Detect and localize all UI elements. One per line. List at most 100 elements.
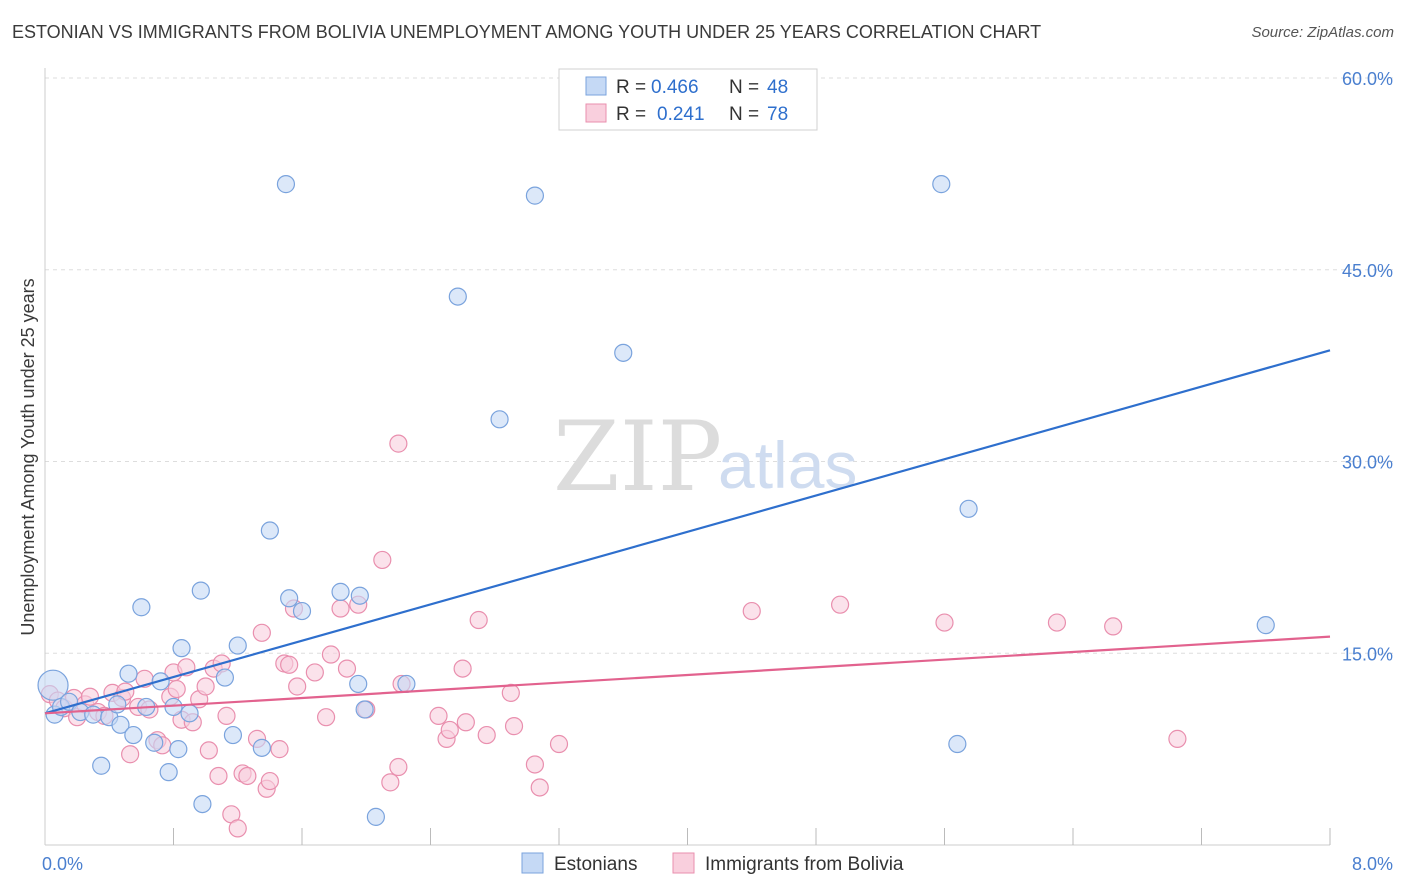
y-tick-label: 30.0% xyxy=(1342,453,1393,473)
legend-r-value: 0.241 xyxy=(657,104,705,125)
point-bolivia xyxy=(331,599,350,618)
legend-r-value: 0.466 xyxy=(651,77,699,98)
point-bolivia xyxy=(321,645,341,664)
point-bolivia xyxy=(209,766,228,786)
point-estonians xyxy=(124,725,143,745)
correlation-legend: R = 0.466 N = 48 R = 0.241 N = 78 xyxy=(558,68,818,131)
point-estonians xyxy=(37,669,69,701)
axes xyxy=(44,68,1331,846)
point-estonians xyxy=(260,521,279,540)
point-estonians xyxy=(331,582,350,601)
point-estonians xyxy=(159,763,178,782)
watermark: ZIP atlas xyxy=(553,401,857,513)
series-legend: Estonians Immigrants from Bolivia xyxy=(521,852,904,875)
point-estonians xyxy=(169,740,188,759)
point-bolivia xyxy=(525,755,545,774)
point-bolivia xyxy=(389,757,408,777)
point-bolivia xyxy=(429,706,448,725)
point-bolivia xyxy=(217,706,236,725)
point-bolivia xyxy=(504,717,524,736)
point-estonians xyxy=(276,175,296,194)
point-estonians xyxy=(215,668,234,687)
point-bolivia xyxy=(280,655,299,674)
point-bolivia xyxy=(935,613,954,632)
point-estonians xyxy=(366,807,385,826)
point-bolivia xyxy=(389,434,408,453)
point-bolivia xyxy=(288,677,307,696)
point-bolivia xyxy=(456,713,475,732)
trend-line-bolivia xyxy=(44,635,1331,715)
legend-r-label: R = xyxy=(616,104,646,125)
point-bolivia xyxy=(228,819,247,838)
point-estonians xyxy=(948,734,967,754)
point-estonians xyxy=(132,598,151,617)
x-tick-labels: 0.0% 8.0% xyxy=(42,854,1393,874)
point-estonians xyxy=(349,674,368,694)
point-bolivia xyxy=(440,720,459,740)
point-estonians xyxy=(84,705,103,724)
point-bolivia xyxy=(305,663,324,682)
trend-line-estonians xyxy=(44,349,1331,715)
point-bolivia xyxy=(1104,617,1123,636)
point-bolivia xyxy=(1047,613,1067,632)
point-bolivia xyxy=(167,679,186,699)
x-tick-label: 0.0% xyxy=(42,854,83,874)
point-bolivia xyxy=(549,734,569,754)
legend-n-value: 78 xyxy=(767,104,788,125)
point-estonians xyxy=(448,287,467,306)
point-bolivia xyxy=(316,708,336,727)
point-estonians xyxy=(350,586,369,605)
point-bolivia xyxy=(530,778,549,797)
point-bolivia xyxy=(453,659,472,678)
point-estonians xyxy=(1256,616,1275,635)
point-bolivia xyxy=(252,623,271,642)
point-estonians xyxy=(292,601,312,621)
point-bolivia xyxy=(1168,729,1187,748)
point-bolivia xyxy=(501,683,520,702)
y-axis-label: Unemployment Among Youth under 25 years xyxy=(18,278,38,635)
chart-title: ESTONIAN VS IMMIGRANTS FROM BOLIVIA UNEM… xyxy=(12,22,1042,42)
point-estonians xyxy=(191,581,210,600)
point-estonians xyxy=(959,499,978,518)
legend-n-value: 48 xyxy=(767,77,788,98)
point-estonians xyxy=(92,756,111,775)
point-estonians xyxy=(252,738,271,757)
point-estonians xyxy=(223,725,243,745)
point-estonians xyxy=(932,175,951,194)
series-legend-bolivia: Immigrants from Bolivia xyxy=(705,854,904,875)
point-estonians xyxy=(111,715,130,734)
point-estonians xyxy=(180,704,199,723)
point-bolivia xyxy=(199,741,218,760)
series-legend-swatch-bolivia xyxy=(672,852,695,874)
point-bolivia xyxy=(477,725,496,745)
point-bolivia xyxy=(337,659,357,678)
legend-r-label: R = xyxy=(616,77,646,98)
legend-swatch-estonians xyxy=(585,76,607,96)
legend-n-label: N = xyxy=(729,77,759,98)
point-estonians xyxy=(397,674,416,694)
y-tick-label: 15.0% xyxy=(1342,644,1393,664)
point-bolivia xyxy=(469,610,488,630)
trend-lines xyxy=(44,349,1331,715)
watermark-zip: ZIP xyxy=(553,401,722,513)
series-legend-estonians: Estonians xyxy=(554,854,637,875)
point-estonians xyxy=(355,700,374,719)
point-bolivia xyxy=(260,771,279,791)
data-points xyxy=(37,175,1275,838)
point-bolivia xyxy=(121,745,140,764)
point-bolivia xyxy=(830,595,850,614)
point-estonians xyxy=(228,636,247,655)
legend-n-label: N = xyxy=(729,104,759,125)
point-bolivia xyxy=(742,601,761,621)
point-bolivia xyxy=(381,773,400,792)
point-estonians xyxy=(280,589,299,608)
point-estonians xyxy=(490,410,509,429)
gridlines xyxy=(45,77,1393,654)
point-estonians xyxy=(172,639,191,658)
point-estonians xyxy=(145,733,164,752)
point-bolivia xyxy=(238,766,257,786)
watermark-atlas: atlas xyxy=(718,428,857,502)
point-bolivia xyxy=(373,550,392,570)
point-estonians xyxy=(119,664,138,683)
legend-swatch-bolivia xyxy=(585,103,607,123)
